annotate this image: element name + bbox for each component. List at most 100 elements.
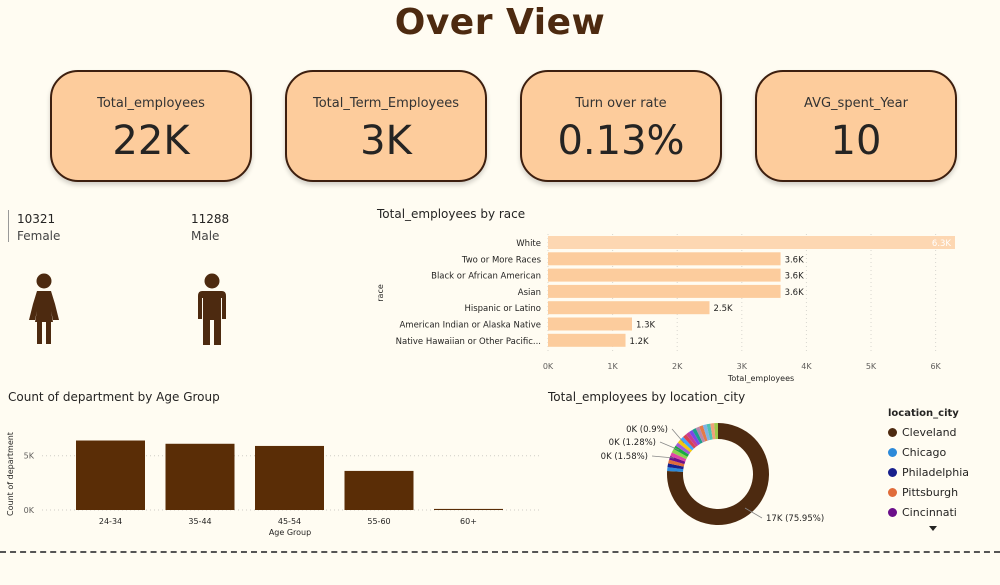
legend-item-pittsburgh[interactable]: Pittsburgh [888, 486, 958, 499]
donut-slice-small [668, 459, 685, 467]
legend-title: location_city [888, 408, 959, 419]
age-bar [165, 443, 235, 510]
legend-item-philadelphia[interactable]: Philadelphia [888, 466, 969, 479]
donut-slice-small [673, 445, 689, 457]
legend-label: Chicago [902, 446, 947, 459]
race-category-label: American Indian or Alaska Native [399, 321, 541, 331]
kpi-value: 10 [830, 118, 882, 164]
location-donut-chart: 17K (75.95%) 0K (1.58%) 0K (1.28%) 0K (0.9%… [601, 423, 824, 525]
race-data-label: 6.3K [932, 239, 952, 249]
male-count: 11288 [191, 212, 230, 226]
age-category-label: 60+ [460, 517, 477, 526]
legend-item-chicago[interactable]: Chicago [888, 446, 946, 459]
donut-slice-small [702, 424, 711, 441]
race-x-tick: 6K [930, 362, 941, 371]
kpi-card-total-term-employees[interactable]: Total_Term_Employees 3K [285, 70, 487, 182]
kpi-label: Total_employees [97, 96, 205, 111]
age-category-label: 35-44 [188, 517, 211, 526]
age-bar [255, 445, 324, 510]
female-label: Female [17, 229, 61, 243]
race-x-axis-title: Total_employees [727, 374, 794, 383]
race-bar [548, 252, 781, 266]
legend-dot-icon [888, 428, 897, 437]
donut-data-label: 0K (1.28%) [609, 438, 656, 448]
race-bar [548, 268, 781, 282]
race-x-tick: 0K [543, 362, 554, 371]
race-x-tick: 2K [672, 362, 683, 371]
legend-dot-icon [888, 468, 897, 477]
donut-slice-small [692, 428, 703, 444]
donut-slice-small [714, 423, 718, 440]
donut-data-label: 17K (75.95%) [766, 514, 824, 524]
donut-data-label: 0K (1.58%) [601, 452, 648, 462]
donut-data-label: 0K (0.9%) [626, 425, 668, 435]
age-x-axis-title: Age Group [269, 528, 311, 537]
donut-slice-small [695, 426, 706, 443]
age-bar [434, 508, 503, 510]
age-category-label: 24-34 [99, 517, 122, 526]
donut-slice-small [685, 432, 699, 447]
donut-slice-small [670, 452, 687, 462]
kpi-card-turnover-rate[interactable]: Turn over rate 0.13% [520, 70, 722, 182]
race-x-tick: 4K [801, 362, 812, 371]
race-category-label: Black or African American [431, 272, 541, 282]
legend-dot-icon [888, 488, 897, 497]
kpi-card-total-employees[interactable]: Total_employees 22K [50, 70, 252, 182]
race-bar [548, 284, 781, 298]
age-category-label: 45-54 [278, 517, 301, 526]
donut-slice-small [699, 425, 708, 442]
kpi-card-avg-spent-year[interactable]: AVG_spent_Year 10 [755, 70, 957, 182]
race-category-label: Native Hawaiian or Other Pacific... [396, 337, 541, 347]
legend-label: Pittsburgh [902, 486, 959, 499]
donut-slice-small [683, 434, 696, 449]
race-data-label: 1.2K [630, 337, 650, 347]
race-chart-title: Total_employees by race [377, 207, 526, 221]
race-bar [548, 236, 955, 249]
female-count: 10321 [17, 212, 56, 226]
legend-dot-icon [888, 448, 897, 457]
race-category-label: White [516, 239, 541, 249]
kpi-value: 22K [112, 118, 190, 164]
donut-slice-small [689, 429, 701, 446]
age-bar [76, 440, 145, 510]
race-category-label: Hispanic or Latino [464, 304, 541, 314]
donut-slice-small [677, 439, 693, 453]
male-icon [198, 273, 226, 345]
donut-leader-line [659, 441, 680, 451]
age-y-tick: 0K [24, 506, 35, 515]
legend-label: Philadelphia [902, 466, 970, 479]
age-bar-chart: Count of department Age Group 5K 0K 24-34 3… [6, 432, 540, 537]
age-bar [344, 470, 414, 510]
kpi-label: Turn over rate [575, 96, 667, 111]
race-bar [548, 333, 626, 347]
race-data-label: 1.3K [636, 321, 656, 331]
race-category-label: Asian [518, 288, 541, 298]
legend-scroll-down-icon[interactable] [929, 526, 937, 531]
age-category-label: 55-60 [367, 517, 390, 526]
donut-slice-small [675, 442, 691, 455]
female-icon [29, 273, 59, 344]
race-x-tick: 5K [866, 362, 877, 371]
divider [8, 210, 9, 242]
race-category-label: Two or More Races [461, 255, 542, 265]
male-label: Male [191, 229, 220, 243]
page-title: Over View [394, 2, 606, 43]
donut-slice-cleveland [667, 423, 769, 525]
donut-slice-small [680, 436, 695, 451]
legend-dot-icon [888, 508, 897, 517]
race-x-tick: 1K [607, 362, 618, 371]
legend-item-cincinnati[interactable]: Cincinnati [888, 506, 957, 519]
race-bar [548, 317, 632, 331]
kpi-label: AVG_spent_Year [804, 96, 908, 111]
legend-label: Cleveland [902, 426, 957, 439]
legend-item-cleveland[interactable]: Cleveland [888, 426, 957, 439]
kpi-value: 0.13% [557, 118, 685, 164]
race-data-label: 3.6K [785, 288, 805, 298]
age-y-tick: 5K [24, 452, 35, 461]
race-axis-label: race [376, 284, 385, 302]
race-x-tick: 3K [737, 362, 748, 371]
age-chart-title: Count of department by Age Group [8, 390, 220, 404]
kpi-value: 3K [360, 118, 412, 164]
kpi-label: Total_Term_Employees [312, 96, 460, 111]
race-data-label: 2.5K [714, 304, 734, 314]
